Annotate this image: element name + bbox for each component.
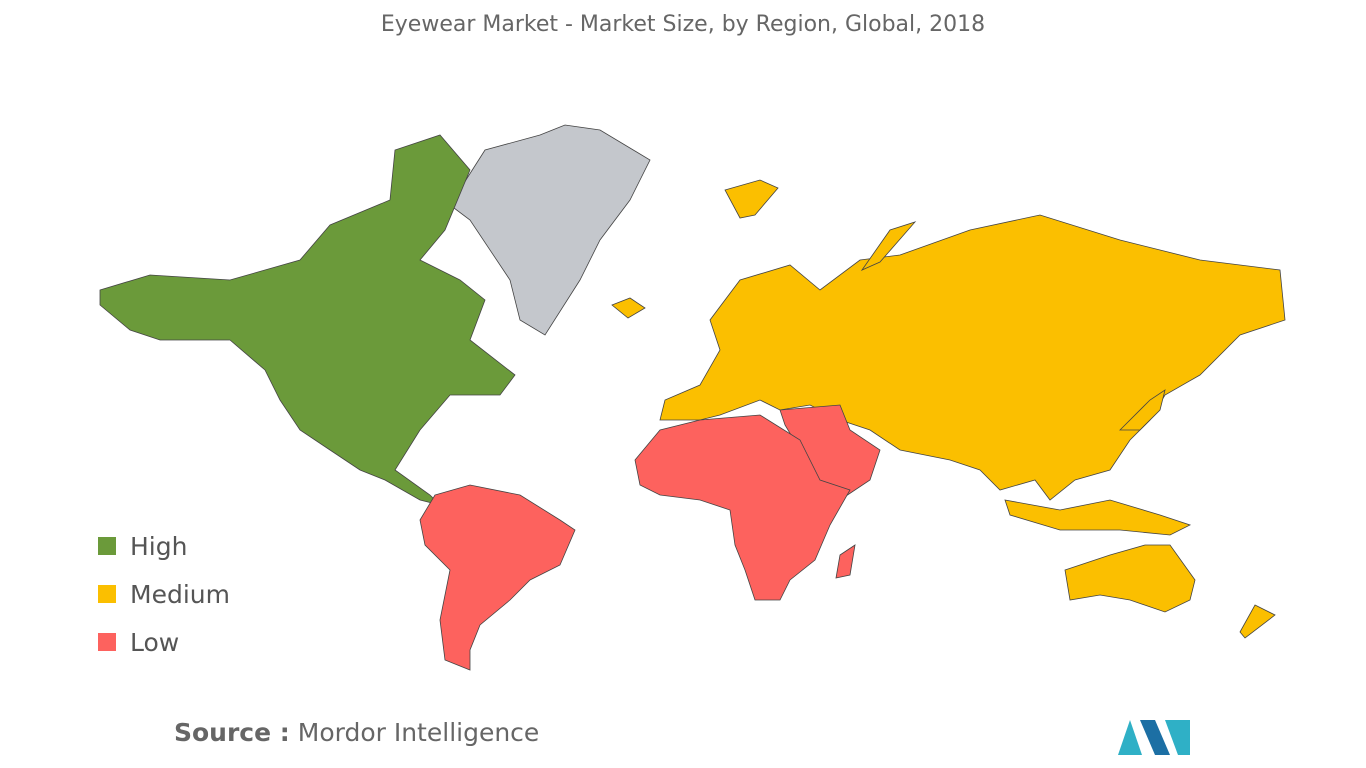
south-america [419,484,576,671]
legend-label: Medium [130,579,230,609]
greenland [449,124,651,336]
svalbard [724,179,779,219]
legend-item: Low [98,618,230,666]
africa [634,414,851,601]
legend-label: Low [130,627,180,657]
source-name: Mordor Intelligence [297,718,540,747]
legend-item: High [98,522,230,570]
logo [1118,720,1190,755]
source: Source : Mordor Intelligence [174,718,539,747]
legend-label: High [130,531,188,561]
legend-swatch [98,585,116,603]
madagascar [835,544,856,579]
southeast-asia [1004,499,1192,536]
legend-swatch [98,633,116,651]
legend: High Medium Low [98,522,230,666]
new-zealand [1239,604,1276,639]
novaya-zemlya [860,221,917,271]
australia [1064,544,1196,613]
source-label: Source : [174,718,290,747]
japan [1119,389,1166,431]
legend-item: Medium [98,570,230,618]
iceland [611,297,646,319]
legend-swatch [98,537,116,555]
north-america [99,134,516,506]
chart-title: Eyewear Market - Market Size, by Region,… [380,12,986,37]
